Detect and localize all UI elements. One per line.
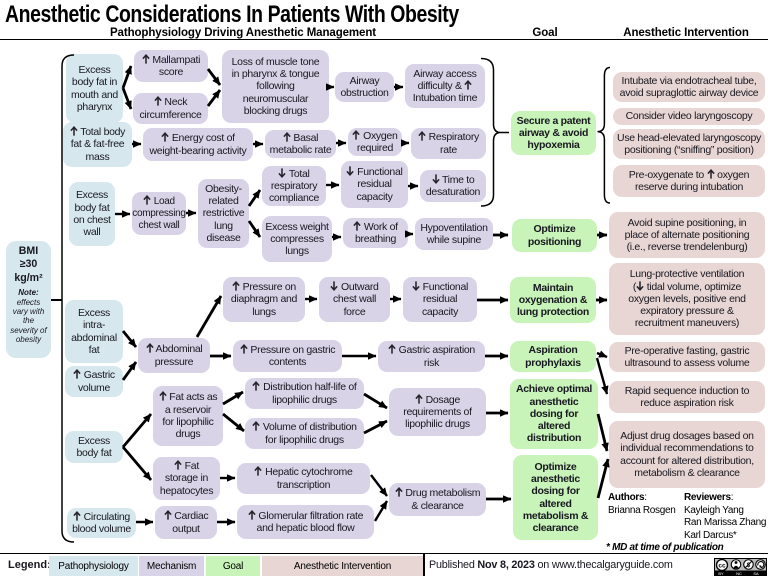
svg-text:cc: cc bbox=[718, 563, 726, 570]
svg-text:$: $ bbox=[747, 563, 751, 569]
svg-text:BY: BY bbox=[718, 571, 724, 576]
svg-text:NC: NC bbox=[736, 571, 742, 576]
svg-text:SA: SA bbox=[753, 571, 759, 576]
